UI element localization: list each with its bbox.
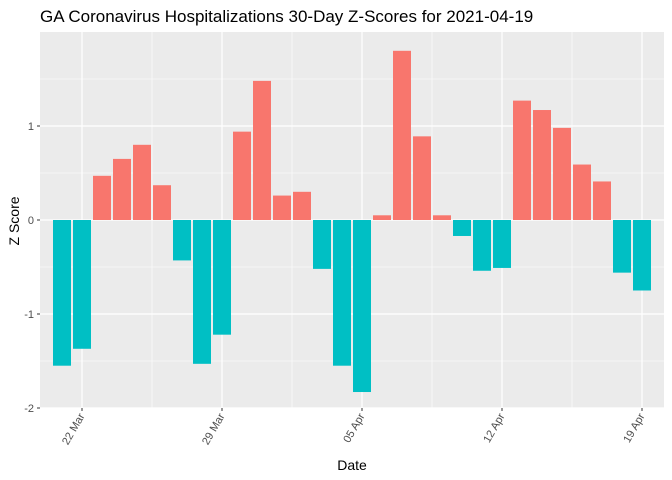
bar-2021-04-17 (593, 181, 611, 220)
bar-2021-03-29 (213, 220, 231, 335)
bar-2021-04-02 (293, 191, 311, 220)
x-tick-label: 19 Apr (621, 411, 647, 445)
x-tick-label: 29 Mar (200, 411, 228, 447)
bar-2021-03-28 (193, 220, 211, 364)
bar-2021-03-27 (173, 220, 191, 261)
bar-2021-04-16 (573, 164, 591, 220)
x-axis-title: Date (337, 457, 367, 473)
bar-2021-04-19 (633, 220, 651, 291)
x-axis: 22 Mar 29 Mar 05 Apr 12 Apr 19 Apr (60, 408, 648, 447)
x-tick-label: 05 Apr (341, 411, 367, 445)
x-tick-label: 22 Mar (60, 411, 88, 447)
bar-2021-04-15 (553, 127, 571, 220)
bar-2021-03-22 (73, 220, 91, 349)
y-tick-label: -2 (24, 403, 34, 415)
bar-2021-04-18 (613, 220, 631, 273)
bar-2021-04-11 (473, 220, 491, 271)
y-axis: -2 -1 0 1 (24, 121, 40, 415)
bar-2021-04-12 (493, 220, 511, 268)
y-tick-label: 1 (28, 121, 34, 133)
bar-2021-04-13 (513, 100, 531, 220)
y-tick-label: 0 (28, 215, 34, 227)
bar-2021-03-31 (253, 80, 271, 220)
bar-2021-04-04 (333, 220, 351, 366)
bar-2021-04-08 (413, 136, 431, 220)
bar-2021-03-24 (113, 158, 131, 220)
bar-2021-04-01 (273, 195, 291, 220)
bar-2021-03-23 (93, 175, 111, 220)
bar-2021-04-06 (373, 215, 391, 220)
bar-2021-03-25 (133, 144, 151, 220)
x-tick-label: 12 Apr (481, 411, 507, 445)
y-tick-label: -1 (24, 309, 34, 321)
bar-2021-04-05 (353, 220, 371, 393)
chart-title: GA Coronavirus Hospitalizations 30-Day Z… (40, 7, 533, 26)
bar-2021-03-21 (53, 220, 71, 366)
bar-2021-04-10 (453, 220, 471, 236)
bar-2021-03-26 (153, 185, 171, 220)
y-axis-title: Z Score (6, 196, 22, 245)
bar-2021-04-14 (533, 110, 551, 220)
bar-2021-04-03 (313, 220, 331, 269)
bars (53, 50, 651, 393)
bar-2021-04-07 (393, 50, 411, 220)
bar-2021-04-09 (433, 215, 451, 220)
bar-2021-03-30 (233, 131, 251, 220)
